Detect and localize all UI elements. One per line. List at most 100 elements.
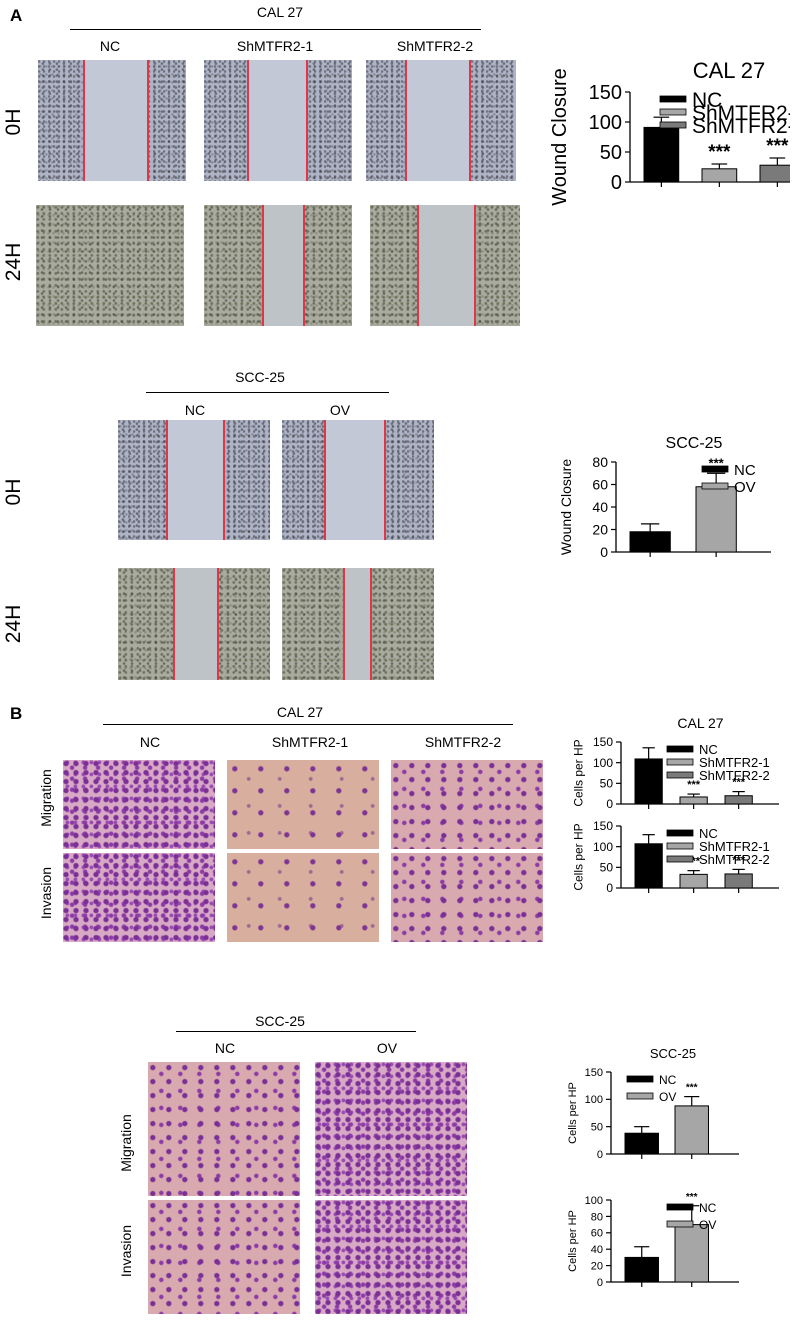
transwell-image-scc25-ov-invasion xyxy=(315,1200,467,1314)
significance-label: *** xyxy=(686,1083,698,1094)
row-label-invasion: Invasion xyxy=(118,1224,134,1278)
condition-label-shmtfr2-2: ShMTFR2-2 xyxy=(396,38,474,54)
legend-swatch xyxy=(626,1075,654,1083)
legend-label: NC xyxy=(699,742,718,757)
legend-swatch xyxy=(666,1203,694,1211)
legend-label: OV xyxy=(734,479,756,496)
row-label-24h: 24H xyxy=(2,242,25,282)
condition-label-ov: OV xyxy=(376,1040,398,1056)
bar xyxy=(679,796,708,805)
group-header-line xyxy=(103,724,513,725)
legend-label: NC xyxy=(699,826,718,841)
transwell-image-cal27-sh2-migration xyxy=(391,760,543,849)
condition-label-shmtfr2-2: ShMTFR2-2 xyxy=(424,734,502,750)
y-tick-label: 20 xyxy=(592,521,608,537)
y-tick-label: 100 xyxy=(589,112,622,134)
group-header-cal27: CAL 27 xyxy=(276,704,324,720)
group-header-line xyxy=(70,29,481,30)
y-tick-label: 60 xyxy=(591,1228,603,1240)
legend-swatch xyxy=(666,771,694,779)
y-tick-label: 80 xyxy=(592,454,608,470)
condition-label-nc: NC xyxy=(139,734,161,750)
y-tick-label: 0 xyxy=(611,172,622,194)
y-tick-label: 50 xyxy=(600,142,622,164)
row-label-0h: 0H xyxy=(2,478,25,506)
legend-swatch xyxy=(701,465,729,473)
significance-label: *** xyxy=(766,136,789,157)
legend-swatch xyxy=(666,1220,694,1228)
legend-label: OV xyxy=(659,1090,676,1104)
bar xyxy=(724,795,753,805)
condition-label-nc: NC xyxy=(99,38,121,54)
legend-label: ShMTFR2-2 xyxy=(699,852,770,867)
y-tick-label: 150 xyxy=(589,82,622,104)
wound-image-scc25-nc-0h xyxy=(118,420,270,540)
wound-image-cal27-sh2-0h xyxy=(366,60,516,181)
condition-label-nc: NC xyxy=(214,1040,236,1056)
condition-label-shmtfr2-1: ShMTFR2-1 xyxy=(236,38,314,54)
chart-title: CAL 27 xyxy=(693,58,766,83)
wound-image-scc25-ov-24h xyxy=(282,568,434,680)
group-header-scc25: SCC-25 xyxy=(235,369,285,385)
y-tick-label: 20 xyxy=(591,1260,603,1272)
transwell-image-scc25-nc-invasion xyxy=(148,1200,300,1314)
wound-image-scc25-ov-0h xyxy=(282,420,434,540)
y-tick-label: 100 xyxy=(585,1094,603,1106)
y-tick-label: 50 xyxy=(591,1122,603,1134)
bar xyxy=(695,486,737,553)
bar xyxy=(624,1132,659,1155)
wound-image-scc25-nc-24h xyxy=(118,568,270,680)
row-label-migration: Migration xyxy=(118,1114,134,1172)
y-axis-label: Wound Closure xyxy=(549,68,571,205)
y-tick-label: 60 xyxy=(592,476,608,492)
legend-swatch xyxy=(659,95,687,103)
chart-title: CAL 27 xyxy=(677,715,723,731)
y-tick-label: 0 xyxy=(597,1149,603,1161)
transwell-image-cal27-nc-invasion xyxy=(63,853,215,942)
chart-title: SCC-25 xyxy=(650,1046,696,1061)
y-axis-label: Wound Closure xyxy=(558,459,574,555)
y-tick-label: 80 xyxy=(591,1211,603,1223)
transwell-image-scc25-ov-migration xyxy=(315,1062,467,1196)
legend-label: ShMTFR2-1 xyxy=(692,102,790,125)
y-tick-label: 100 xyxy=(585,1195,603,1207)
legend-label: NC xyxy=(659,1073,677,1087)
row-label-24h: 24H xyxy=(2,604,25,644)
legend-swatch xyxy=(666,829,694,837)
significance-label: *** xyxy=(708,142,731,163)
row-label-migration: Migration xyxy=(38,769,54,827)
y-tick-label: 150 xyxy=(593,735,613,749)
bar xyxy=(701,168,738,183)
y-tick-label: 0 xyxy=(606,797,613,811)
y-axis-label: Cells per HP xyxy=(567,1210,579,1272)
condition-label-nc: NC xyxy=(184,402,206,418)
transwell-image-scc25-nc-migration xyxy=(148,1062,300,1196)
group-header-cal27: CAL 27 xyxy=(256,4,304,20)
y-tick-label: 50 xyxy=(600,777,614,791)
y-tick-label: 150 xyxy=(593,819,613,833)
y-tick-label: 40 xyxy=(592,499,608,515)
significance-label: *** xyxy=(732,777,746,789)
legend-swatch xyxy=(666,758,694,766)
legend-label: NC xyxy=(692,89,722,112)
legend-label: ShMTFR2-2 xyxy=(692,115,790,138)
significance-label: *** xyxy=(686,1192,698,1203)
wound-image-cal27-sh1-24h xyxy=(204,205,352,326)
condition-label-shmtfr2-1: ShMTFR2-1 xyxy=(271,734,349,750)
legend-swatch xyxy=(666,745,694,753)
legend-label: OV xyxy=(699,1218,716,1232)
y-tick-label: 40 xyxy=(591,1244,603,1256)
transwell-image-cal27-nc-migration xyxy=(63,760,215,849)
panel-label-b: B xyxy=(10,704,23,723)
wound-image-cal27-nc-24h xyxy=(36,205,184,326)
y-tick-label: 100 xyxy=(593,756,613,770)
bar xyxy=(624,1256,659,1283)
legend-swatch xyxy=(659,108,687,116)
wound-image-cal27-nc-0h xyxy=(38,60,186,181)
y-tick-label: 0 xyxy=(597,1277,603,1289)
legend-label: ShMTFR2-1 xyxy=(699,839,770,854)
